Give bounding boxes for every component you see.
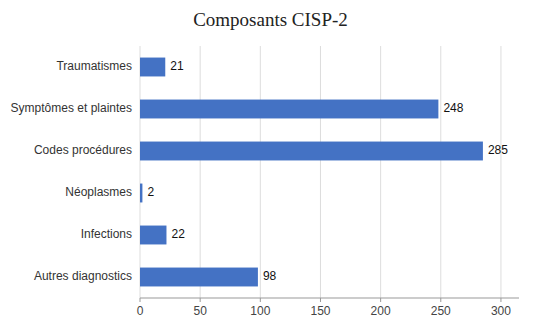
tick-label: 200 (371, 304, 391, 318)
tick-label: 300 (491, 304, 511, 318)
data-label: 2 (147, 185, 154, 199)
category-label: Traumatismes (56, 59, 132, 73)
tick-mark (500, 298, 501, 302)
tick-label: 250 (431, 304, 451, 318)
category-label: Néoplasmes (65, 185, 132, 199)
grid-line (440, 46, 441, 298)
tick-mark (140, 298, 141, 302)
grid-line (140, 46, 141, 298)
data-label: 98 (263, 269, 277, 283)
grid (140, 46, 501, 298)
grid-line (380, 46, 381, 298)
bar (140, 268, 258, 287)
bar (140, 58, 165, 77)
category-label: Infections (81, 227, 132, 241)
tick-mark (440, 298, 441, 302)
category-label: Symptômes et plaintes (11, 101, 132, 115)
tick-mark (380, 298, 381, 302)
bars (140, 58, 483, 287)
tick-label: 150 (310, 304, 330, 318)
tick-label: 50 (193, 304, 207, 318)
tick-label: 100 (250, 304, 270, 318)
bar (140, 142, 483, 161)
grid-line (500, 46, 501, 298)
tick-mark (260, 298, 261, 302)
data-label: 21 (170, 59, 184, 73)
grid-line (200, 46, 201, 298)
tick-mark (320, 298, 321, 302)
data-label: 248 (443, 101, 463, 115)
data-label: 285 (488, 143, 508, 157)
category-labels: Traumatismes Symptômes et plaintes Codes p… (11, 59, 132, 283)
tick-label: 0 (137, 304, 144, 318)
chart: Composants CISP-2 Traumatismes Symptômes e… (0, 0, 541, 328)
value-axis: 0 50 100 150 200 250 300 (137, 298, 519, 318)
category-label: Codes procédures (34, 143, 132, 157)
bar (140, 100, 438, 119)
title: Composants CISP-2 (193, 9, 348, 30)
bar (140, 184, 142, 203)
grid-line (260, 46, 261, 298)
data-label: 22 (171, 227, 185, 241)
axis-line (140, 298, 519, 299)
grid-line (320, 46, 321, 298)
bar (140, 226, 166, 245)
data-labels: 2124828522298 (147, 59, 508, 283)
tick-mark (200, 298, 201, 302)
category-label: Autres diagnostics (34, 269, 132, 283)
